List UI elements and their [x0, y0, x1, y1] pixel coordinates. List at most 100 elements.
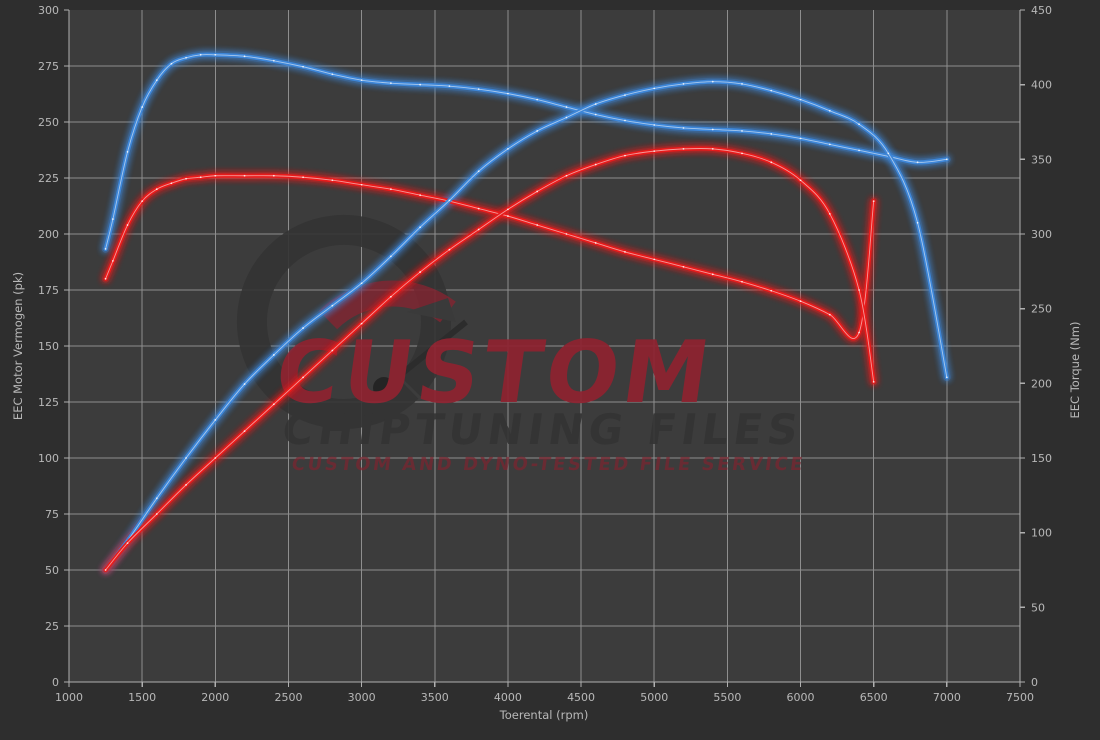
data-point — [711, 273, 714, 276]
data-point — [331, 73, 334, 76]
gridlines — [69, 10, 1020, 682]
data-point — [141, 106, 144, 108]
y-tick-label: 125 — [38, 396, 59, 409]
data-point — [272, 403, 275, 406]
data-point — [653, 124, 656, 126]
data-point — [389, 82, 392, 85]
data-point — [507, 92, 509, 95]
data-point — [389, 255, 392, 258]
data-point — [536, 130, 539, 132]
data-point — [858, 331, 860, 334]
data-point — [477, 207, 480, 210]
data-point — [565, 174, 568, 177]
data-point — [477, 170, 480, 173]
data-point — [565, 116, 568, 119]
data-point — [185, 457, 187, 459]
data-point — [858, 289, 860, 291]
data-point — [858, 123, 860, 126]
data-point — [945, 158, 948, 161]
data-point — [272, 174, 275, 177]
x-tick-label: 1000 — [55, 691, 83, 704]
y2-tick-label: 350 — [1031, 153, 1052, 166]
data-point — [155, 497, 158, 500]
x-tick-label: 2000 — [201, 691, 229, 704]
data-point — [682, 265, 685, 268]
x-tick-label: 5000 — [640, 691, 668, 704]
y-tick-label: 250 — [38, 116, 59, 129]
data-point — [111, 259, 114, 262]
data-point — [214, 174, 217, 177]
data-point — [594, 113, 597, 116]
y-tick-label: 150 — [38, 340, 59, 353]
data-point — [331, 349, 334, 352]
tick-labels: 1000 1500 2000 2500 3000 3500 4000 4500 5000 5500… — [38, 4, 1052, 704]
data-point — [828, 212, 831, 215]
data-point — [214, 457, 217, 459]
data-point — [419, 271, 422, 273]
data-point — [799, 137, 802, 140]
data-point — [104, 569, 107, 571]
data-point — [507, 215, 509, 217]
x-tick-label: 4000 — [494, 691, 522, 704]
data-point — [770, 289, 773, 292]
data-point — [770, 89, 773, 92]
data-point — [243, 174, 246, 177]
data-point — [170, 62, 173, 65]
x-axis-title: Toerental (rpm) — [499, 708, 589, 722]
x-tick-label: 3500 — [421, 691, 449, 704]
data-point — [243, 55, 246, 58]
data-point — [214, 53, 217, 56]
data-point — [653, 150, 656, 153]
data-point — [507, 147, 509, 150]
y-tick-label: 225 — [38, 172, 59, 185]
data-point — [594, 103, 597, 105]
y2-tick-label: 100 — [1031, 527, 1052, 540]
y-tick-label: 0 — [52, 676, 59, 689]
y-tick-label: 175 — [38, 284, 59, 297]
data-point — [126, 150, 129, 153]
data-point — [741, 83, 743, 85]
data-point — [199, 176, 202, 179]
data-point — [682, 127, 685, 129]
data-point — [360, 79, 363, 82]
data-point — [477, 88, 480, 91]
data-point — [887, 152, 890, 155]
y2-tick-label: 0 — [1031, 676, 1038, 689]
data-point — [828, 143, 831, 146]
data-point — [741, 152, 743, 155]
data-point — [916, 161, 919, 164]
series-core-layer — [103, 52, 949, 573]
data-point — [185, 483, 187, 486]
y-tick-label: 275 — [38, 60, 59, 73]
data-point — [916, 221, 919, 224]
x-tick-label: 1500 — [128, 691, 156, 704]
data-point — [419, 226, 422, 229]
y-tick-label: 75 — [45, 508, 59, 521]
y-tick-label: 25 — [45, 620, 59, 633]
data-point — [199, 53, 202, 56]
data-point — [799, 98, 802, 101]
x-tick-label: 7000 — [933, 691, 961, 704]
data-point — [243, 383, 246, 385]
x-tick-label: 7500 — [1006, 691, 1034, 704]
data-point — [243, 430, 246, 433]
data-point — [477, 228, 480, 231]
y-axis-title: EEC Motor Vermogen (pk) — [11, 272, 25, 420]
data-point — [536, 224, 539, 226]
x-tick-label: 6000 — [787, 691, 815, 704]
data-point — [104, 248, 107, 250]
data-point — [770, 133, 773, 135]
data-point — [682, 147, 685, 150]
data-point — [799, 300, 802, 303]
data-point — [624, 251, 626, 253]
data-point — [170, 182, 173, 185]
data-point — [448, 248, 451, 251]
data-point — [141, 200, 144, 203]
y2-axis-title: EEC Torque (Nm) — [1068, 322, 1082, 419]
data-point — [565, 233, 568, 235]
x-tick-label: 5500 — [713, 691, 741, 704]
data-point — [741, 130, 743, 132]
y2-tick-label: 450 — [1031, 4, 1052, 17]
